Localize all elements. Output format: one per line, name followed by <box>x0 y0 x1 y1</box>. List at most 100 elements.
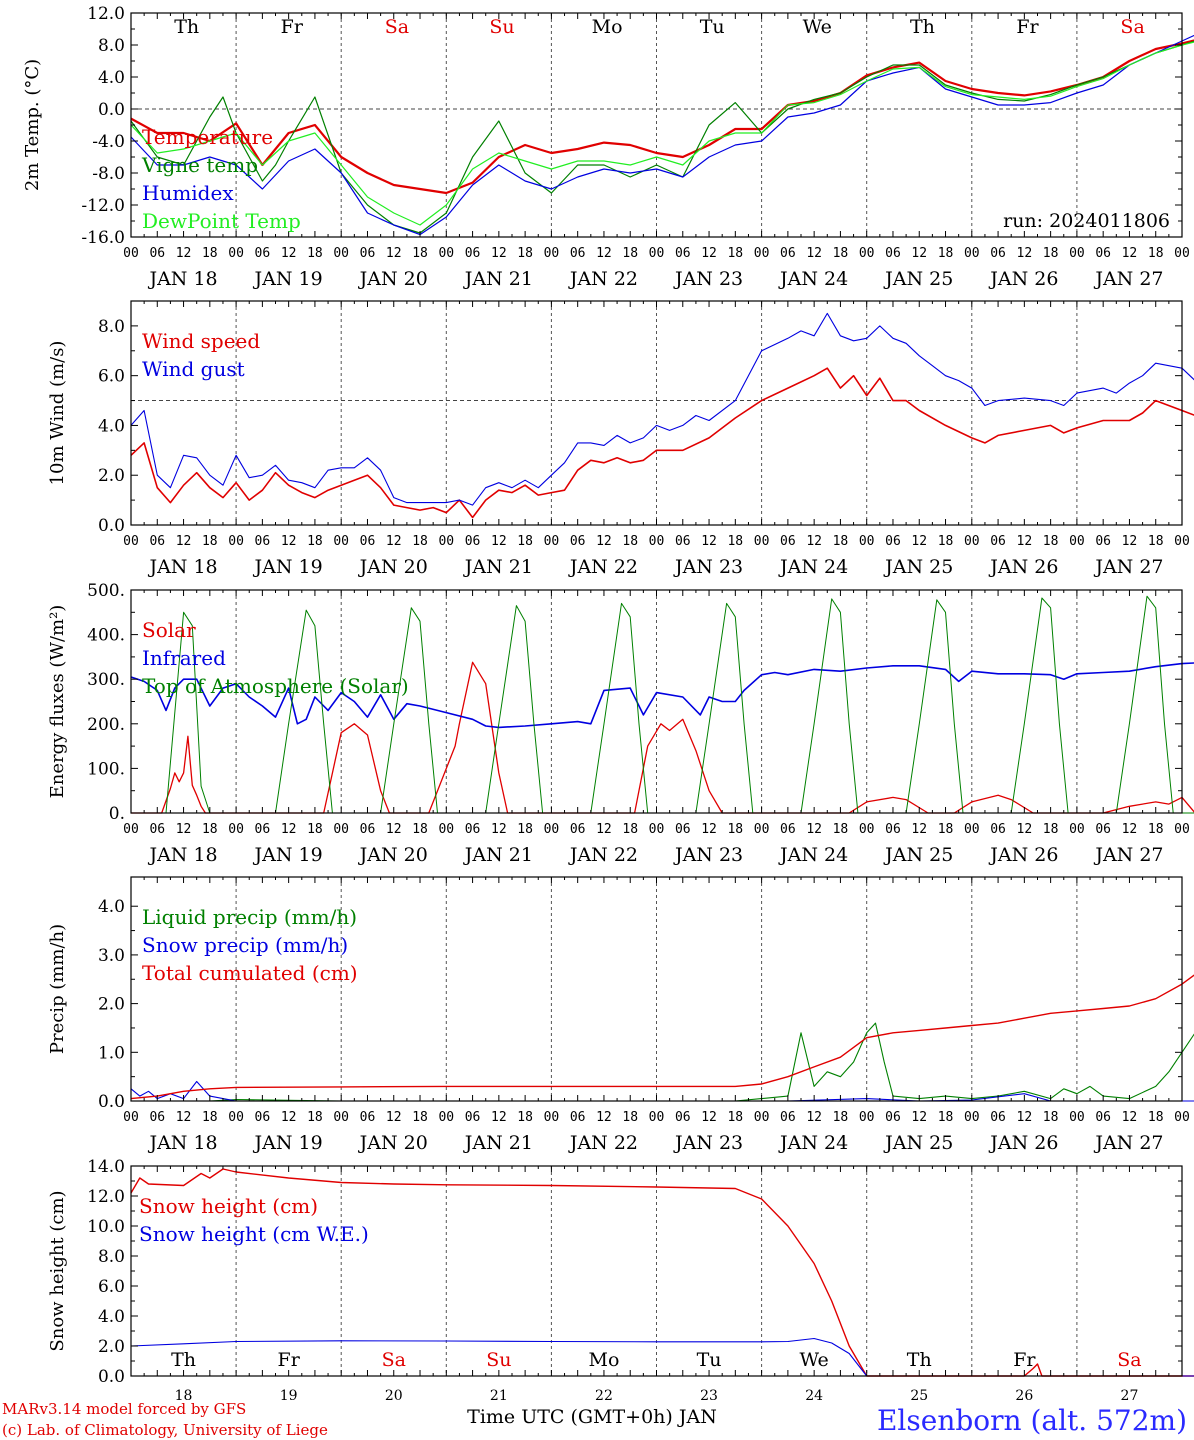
time-axis-label: Time UTC (GMT+0h) JAN <box>467 1406 717 1428</box>
hour-tick-label: 18 <box>1043 822 1059 837</box>
y-tick-label: 6.0 <box>98 1277 125 1297</box>
hour-tick-label: 00 <box>964 1110 980 1125</box>
hour-tick-label: 00 <box>228 1110 244 1125</box>
legend-entry: Wind speed <box>142 329 260 353</box>
hour-tick-label: 12 <box>386 1110 402 1125</box>
y-tick-label: 12.0 <box>87 1187 125 1207</box>
hour-tick-label: 06 <box>1095 534 1111 549</box>
hour-tick-label: 00 <box>754 246 770 261</box>
hour-tick-label: 12 <box>701 1110 717 1125</box>
hour-tick-label: 12 <box>701 822 717 837</box>
hour-tick-label: 18 <box>1043 534 1059 549</box>
hour-tick-label: 00 <box>964 246 980 261</box>
hour-tick-label: 00 <box>859 534 875 549</box>
hour-tick-label: 06 <box>255 246 271 261</box>
hour-tick-label: 12 <box>1017 822 1033 837</box>
hour-tick-label: 00 <box>123 246 139 261</box>
hour-tick-label: 06 <box>885 1110 901 1125</box>
hour-tick-label: 18 <box>307 1110 323 1125</box>
date-label: JAN 27 <box>1093 268 1163 290</box>
hour-tick-label: 00 <box>754 534 770 549</box>
hour-tick-label: 18 <box>833 822 849 837</box>
hour-tick-label: 06 <box>885 822 901 837</box>
weekday-label: Mo <box>592 16 623 38</box>
day-number-label: 26 <box>1015 1388 1033 1404</box>
series-vigne-temp <box>130 40 1194 234</box>
hour-tick-label: 12 <box>806 246 822 261</box>
date-label: JAN 24 <box>778 844 848 866</box>
date-label: JAN 23 <box>673 556 743 578</box>
hour-tick-label: 06 <box>255 822 271 837</box>
hour-tick-label: 06 <box>360 1110 376 1125</box>
weekday-label: Th <box>171 1349 196 1371</box>
hour-tick-label: 00 <box>1069 1110 1085 1125</box>
date-label: JAN 27 <box>1093 844 1163 866</box>
hour-tick-label: 12 <box>281 534 297 549</box>
hour-tick-label: 12 <box>281 1110 297 1125</box>
y-tick-label: 0.0 <box>98 1367 125 1387</box>
date-label: JAN 18 <box>147 844 217 866</box>
legend-entry: Top of Atmosphere (Solar) <box>142 674 409 698</box>
y-axis-label: 10m Wind (m/s) <box>47 341 68 486</box>
hour-tick-label: 00 <box>333 246 349 261</box>
hour-tick-label: 00 <box>649 246 665 261</box>
date-label: JAN 20 <box>358 268 428 290</box>
hour-tick-label: 12 <box>596 1110 612 1125</box>
date-label: JAN 26 <box>988 1132 1058 1154</box>
hour-tick-label: 12 <box>1122 246 1138 261</box>
hour-tick-label: 06 <box>1095 1110 1111 1125</box>
weekday-label: We <box>803 16 832 38</box>
hour-tick-label: 18 <box>938 534 954 549</box>
y-tick-label: 0. <box>109 804 125 824</box>
y-tick-label: 100. <box>87 759 125 779</box>
hour-tick-label: 18 <box>622 822 638 837</box>
weekday-label: Fr <box>1013 1349 1036 1371</box>
footer-credit-line: (c) Lab. of Climatology, University of L… <box>2 1421 328 1439</box>
hour-tick-label: 00 <box>649 822 665 837</box>
y-axis-label: Precip (mm/h) <box>47 924 68 1054</box>
hour-tick-label: 12 <box>806 1110 822 1125</box>
date-label: JAN 19 <box>253 1132 323 1154</box>
weekday-label: Fr <box>278 1349 301 1371</box>
date-label: JAN 23 <box>673 268 743 290</box>
y-tick-label: 8.0 <box>98 317 125 337</box>
series-wind-speed <box>130 367 1194 519</box>
hour-tick-label: 18 <box>412 246 428 261</box>
series-wind-gust <box>130 312 1194 506</box>
y-tick-label: 2.0 <box>98 466 125 486</box>
hour-tick-label: 00 <box>438 1110 454 1125</box>
hour-tick-label: 06 <box>465 1110 481 1125</box>
hour-tick-label: 18 <box>622 534 638 549</box>
legend-entry: Temperature <box>142 125 273 149</box>
hour-tick-label: 00 <box>649 534 665 549</box>
hour-tick-label: 00 <box>438 246 454 261</box>
day-number-label: 22 <box>595 1388 613 1404</box>
hour-tick-label: 18 <box>622 246 638 261</box>
legend-entry: DewPoint Temp <box>142 209 301 233</box>
hour-tick-label: 00 <box>544 534 560 549</box>
legend-entry: Total cumulated (cm) <box>142 961 358 985</box>
date-label: JAN 24 <box>778 556 848 578</box>
weekday-label: Tu <box>697 1349 722 1371</box>
y-tick-label: 400. <box>87 626 125 646</box>
y-tick-label: 4.0 <box>98 1307 125 1327</box>
y-axis-label: Energy fluxes (W/m²) <box>47 605 68 799</box>
hour-tick-label: 06 <box>360 822 376 837</box>
weekday-label: We <box>800 1349 829 1371</box>
hour-tick-label: 06 <box>990 1110 1006 1125</box>
panel-3: 500. 400. 300. 200. 100. 0. Energy fluxes (W/m… <box>47 581 1194 866</box>
date-label: JAN 26 <box>988 844 1058 866</box>
hour-tick-label: 18 <box>938 1110 954 1125</box>
station-label: Elsenborn (alt. 572m) <box>877 1404 1187 1437</box>
hour-tick-label: 12 <box>596 822 612 837</box>
hour-tick-label: 12 <box>176 1110 192 1125</box>
date-label: JAN 26 <box>988 268 1058 290</box>
hour-tick-label: 06 <box>990 822 1006 837</box>
hour-tick-label: 12 <box>806 534 822 549</box>
legend-entry: Snow precip (mm/h) <box>142 933 348 957</box>
date-label: JAN 24 <box>778 268 848 290</box>
y-tick-label: 1.0 <box>98 1043 125 1063</box>
hour-tick-label: 00 <box>333 822 349 837</box>
y-axis-label: Snow height (cm) <box>47 1190 68 1351</box>
date-label: JAN 26 <box>988 556 1058 578</box>
